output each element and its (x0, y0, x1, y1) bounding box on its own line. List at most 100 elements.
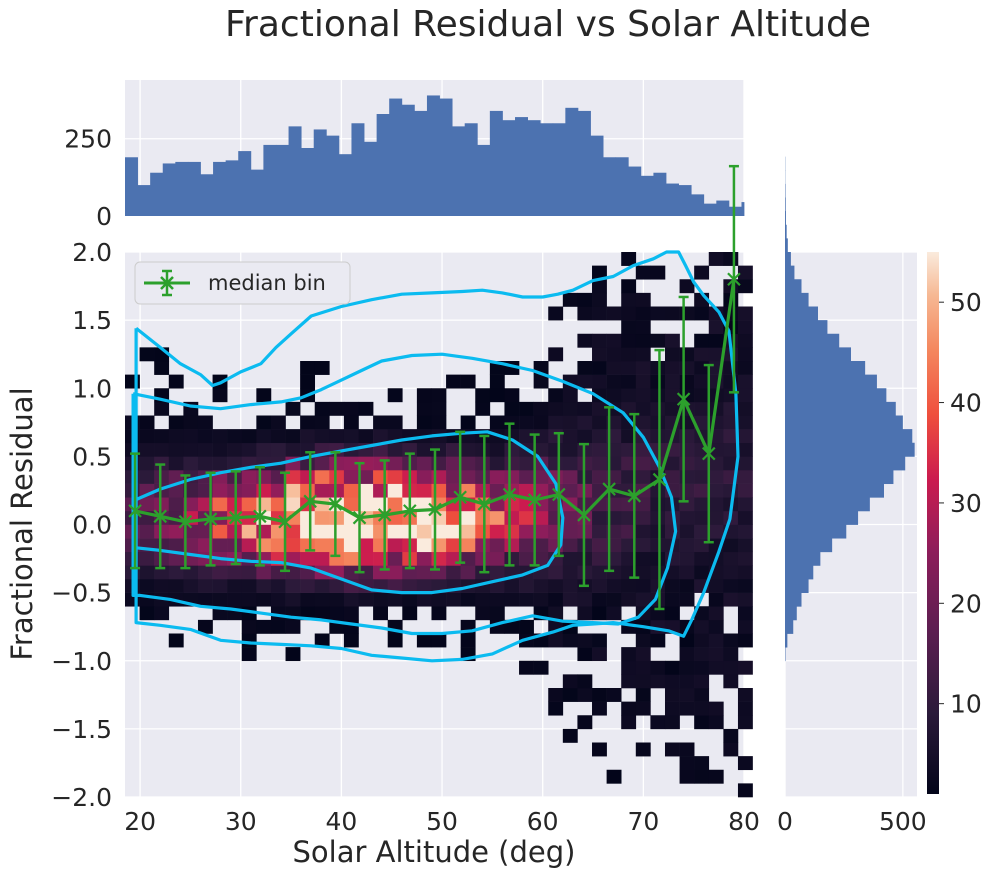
heatmap-cell (416, 551, 432, 566)
heatmap-cell (475, 592, 491, 607)
x-tick-label: 40 (325, 807, 357, 836)
heatmap-cell (183, 456, 199, 471)
heatmap-cell (475, 538, 491, 553)
heatmap-cell (548, 456, 564, 471)
heatmap-cell (664, 361, 680, 375)
heatmap-cell (343, 401, 359, 416)
heatmap-cell (679, 674, 695, 689)
heatmap-cell (592, 647, 607, 662)
top-histogram-bar (741, 202, 745, 216)
heatmap-cell (708, 633, 724, 648)
heatmap-cell (519, 579, 534, 593)
heatmap-cell (431, 524, 447, 539)
heatmap-cell (489, 565, 505, 580)
heatmap-cell (664, 674, 680, 689)
median-point (428, 502, 442, 517)
heatmap-cell (679, 538, 695, 553)
heatmap-cell (285, 647, 301, 662)
heatmap-cell (737, 361, 753, 375)
top-histogram-bar (439, 98, 453, 216)
heatmap-cell (737, 347, 753, 362)
heatmap-cell (737, 688, 753, 702)
x-axis-ticks: 20 30 40 50 60 70 80 (124, 807, 760, 836)
heatmap-cell (577, 429, 593, 444)
top-histogram-bars (125, 95, 745, 216)
heatmap-cell (577, 333, 593, 348)
heatmap-cell (446, 470, 461, 484)
y-tick-label: 2.0 (72, 238, 112, 267)
heatmap-cell (621, 442, 637, 457)
heatmap-cell (737, 320, 753, 335)
heatmap-cell (241, 565, 257, 580)
heatmap-cell (592, 701, 607, 716)
heatmap-cell (621, 715, 637, 730)
heatmap-cell (285, 592, 301, 607)
heatmap-cell (694, 633, 710, 648)
colorbar-gradient (927, 252, 939, 794)
heatmap-cell (314, 429, 330, 444)
colorbar-tick-label: 30 (950, 489, 982, 518)
heatmap-cell (592, 279, 607, 294)
heatmap-cell (256, 565, 272, 580)
heatmap-cell (197, 592, 213, 607)
heatmap-cell (519, 429, 534, 444)
heatmap-cell (446, 510, 461, 525)
right-histogram-bar (785, 320, 828, 335)
heatmap-cell (708, 442, 724, 457)
top-histogram-y-ticks: 0 250 (64, 125, 112, 231)
colorbar-tick-label: 40 (950, 389, 982, 418)
heatmap-cell (679, 647, 695, 662)
median-point (228, 510, 243, 525)
heatmap-cell (708, 497, 724, 512)
top-histogram-bar (137, 185, 151, 216)
heatmap-cell (475, 551, 491, 566)
heatmap-cell (606, 688, 622, 702)
heatmap-cell (592, 551, 607, 566)
heatmap-cell (694, 715, 710, 730)
heatmap-cell (679, 524, 695, 539)
heatmap-cell (270, 524, 286, 539)
right-histogram-bar (785, 333, 840, 348)
heatmap-cell (460, 470, 476, 484)
heatmap-cell (387, 470, 403, 484)
top-histogram-bar (288, 126, 302, 216)
heatmap-cell (650, 401, 666, 416)
heatmap-cell (592, 633, 607, 648)
top-histogram-bar (200, 174, 214, 216)
heatmap-cell (635, 551, 651, 566)
top-histogram-bar (565, 107, 579, 216)
heatmap-cell (212, 429, 228, 444)
heatmap-cell (168, 633, 184, 648)
heatmap-cell (664, 524, 680, 539)
heatmap-cell (446, 442, 461, 457)
heatmap-cell (548, 306, 564, 321)
heatmap-cell (737, 306, 753, 321)
heatmap-cell (635, 306, 651, 321)
top-histogram-tick-label: 0 (96, 202, 112, 231)
heatmap-cell (387, 388, 403, 403)
heatmap-cell (285, 401, 301, 416)
heatmap-cell (737, 497, 753, 512)
heatmap-cell (737, 783, 753, 798)
heatmap-cell (606, 769, 622, 784)
right-histogram-bar (785, 497, 870, 512)
heatmap-cell (679, 456, 695, 471)
heatmap-cell (694, 470, 710, 484)
heatmap-cell (650, 388, 666, 403)
heatmap-cell (504, 456, 520, 471)
heatmap-cell (708, 619, 724, 634)
median-point (352, 510, 367, 525)
heatmap-cell (446, 456, 461, 471)
heatmap-cell (562, 415, 578, 430)
legend: median bin (134, 261, 351, 305)
heatmap-cell (694, 769, 710, 784)
heatmap-cell (533, 579, 549, 593)
heatmap-cell (519, 551, 534, 566)
heatmap-cell (562, 510, 578, 525)
heatmap-cell (577, 715, 593, 730)
heatmap-cell (416, 442, 432, 457)
heatmap-cell (504, 538, 520, 553)
heatmap-cell (256, 497, 272, 512)
heatmap-cell (577, 415, 593, 430)
heatmap-cell (489, 551, 505, 566)
